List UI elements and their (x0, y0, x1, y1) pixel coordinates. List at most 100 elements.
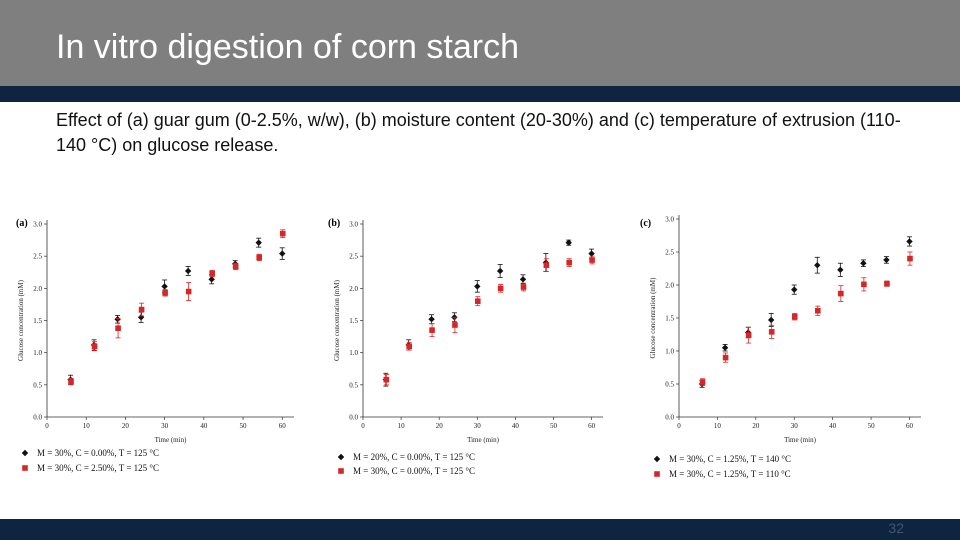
x-tick-label: 50 (868, 422, 876, 430)
x-tick-label: 40 (200, 422, 208, 430)
x-tick-label: 30 (474, 422, 482, 430)
legend-marker (653, 455, 661, 463)
data-point (114, 316, 121, 323)
data-point (884, 280, 890, 287)
data-point (883, 256, 890, 264)
data-point (232, 263, 239, 270)
data-point (497, 285, 504, 292)
data-point (68, 378, 74, 385)
y-tick-label: 1.0 (349, 349, 358, 357)
x-axis-label: Time (min) (784, 436, 816, 444)
x-tick-label: 30 (161, 422, 169, 430)
legend-entry: M = 30%, C = 1.25%, T = 110 °C (669, 469, 791, 479)
data-point (906, 238, 913, 245)
legend-entry: M = 30%, C = 1.25%, T = 140 °C (669, 454, 791, 464)
slide-subtitle: Effect of (a) guar gum (0-2.5%, w/w), (b… (56, 110, 901, 155)
y-tick-label: 1.5 (349, 317, 358, 325)
data-point (184, 267, 192, 275)
y-tick-label: 1.0 (665, 348, 674, 356)
data-point (256, 254, 263, 261)
legend-entry: M = 30%, C = 0.00%, T = 125 °C (353, 466, 475, 476)
data-point (185, 288, 192, 295)
y-axis-label: Glucose concentration (mM) (333, 279, 341, 361)
slide-title: In vitro digestion of corn starch (56, 28, 520, 66)
data-point (589, 257, 595, 263)
data-point (209, 270, 215, 277)
data-point (383, 376, 390, 383)
data-point (791, 313, 798, 320)
data-point (406, 343, 413, 350)
x-tick-label: 50 (550, 422, 558, 430)
y-tick-label: 0.0 (665, 414, 674, 422)
chart-panel-c: 0.0 0.5 1.0 1.5 2.0 2.5 3.0 0 10 20 30 40 50 60 Time (… (640, 215, 921, 479)
page-number: 32 (888, 520, 904, 536)
panel-label: (c) (640, 218, 651, 229)
y-tick-label: 1.0 (33, 349, 42, 357)
data-point (860, 260, 867, 267)
panel-label: (b) (328, 218, 340, 229)
x-tick-label: 40 (512, 422, 520, 430)
y-tick-label: 1.5 (665, 315, 674, 323)
y-tick-label: 2.5 (349, 253, 358, 261)
data-point (768, 329, 775, 335)
data-point (428, 316, 435, 323)
data-point (745, 332, 752, 338)
x-tick-label: 0 (361, 422, 365, 430)
legend-marker (22, 465, 28, 471)
x-tick-label: 30 (791, 422, 799, 430)
y-tick-label: 3.0 (665, 216, 674, 224)
x-tick-label: 60 (906, 422, 914, 430)
data-point (791, 286, 798, 293)
title-bar (0, 0, 960, 86)
y-tick-label: 0.5 (665, 381, 674, 389)
y-tick-label: 2.0 (33, 285, 42, 293)
data-point (429, 327, 435, 333)
legend-marker (654, 471, 660, 477)
legend-entry: M = 20%, C = 0.00%, T = 125 °C (353, 452, 475, 462)
x-axis-label: Time (min) (467, 436, 499, 444)
x-tick-label: 60 (279, 422, 287, 430)
data-point (722, 354, 729, 361)
data-point (255, 239, 262, 246)
x-tick-label: 0 (45, 422, 49, 430)
data-point (519, 276, 527, 283)
x-tick-label: 0 (677, 422, 681, 430)
data-point (543, 262, 550, 268)
data-point (767, 316, 775, 324)
data-point (566, 259, 573, 266)
chart-panel-b: 0.0 0.5 1.0 1.5 2.0 2.5 3.0 0 10 20 30 40 50 60 Time (… (328, 218, 603, 476)
legend-entry: M = 30%, C = 0.00%, T = 125 °C (37, 448, 159, 458)
header-stripe (0, 86, 960, 102)
legend-marker (338, 468, 344, 474)
legend-marker (21, 449, 29, 457)
y-tick-label: 0.5 (33, 381, 42, 389)
data-point (721, 344, 729, 351)
data-point (814, 307, 821, 314)
y-tick-label: 3.0 (33, 221, 42, 229)
data-point (520, 284, 527, 290)
data-point (115, 325, 121, 332)
legend-marker (337, 453, 345, 461)
data-point (91, 343, 98, 350)
y-tick-label: 2.5 (665, 249, 674, 257)
data-point (474, 283, 481, 290)
x-tick-label: 40 (829, 422, 837, 430)
y-tick-label: 2.0 (665, 282, 674, 290)
data-point (907, 255, 913, 262)
data-point (138, 306, 145, 313)
y-tick-label: 0.0 (349, 414, 358, 422)
x-tick-label: 20 (122, 422, 130, 430)
data-point (838, 290, 844, 297)
data-point (814, 262, 821, 269)
x-tick-label: 10 (714, 422, 722, 430)
data-point (162, 290, 168, 296)
data-point (496, 267, 504, 275)
x-tick-label: 20 (436, 422, 444, 430)
y-axis-label: Glucose concentration (mM) (17, 279, 25, 361)
y-tick-label: 2.0 (349, 285, 358, 293)
y-tick-label: 1.5 (33, 317, 42, 325)
y-tick-label: 3.0 (349, 221, 358, 229)
x-axis-label: Time (min) (155, 436, 187, 444)
chart-panel-a: 0.0 0.5 1.0 1.5 2.0 2.5 3.0 0 10 20 30 40 50 60 Time (… (16, 218, 294, 473)
data-point (699, 379, 706, 385)
